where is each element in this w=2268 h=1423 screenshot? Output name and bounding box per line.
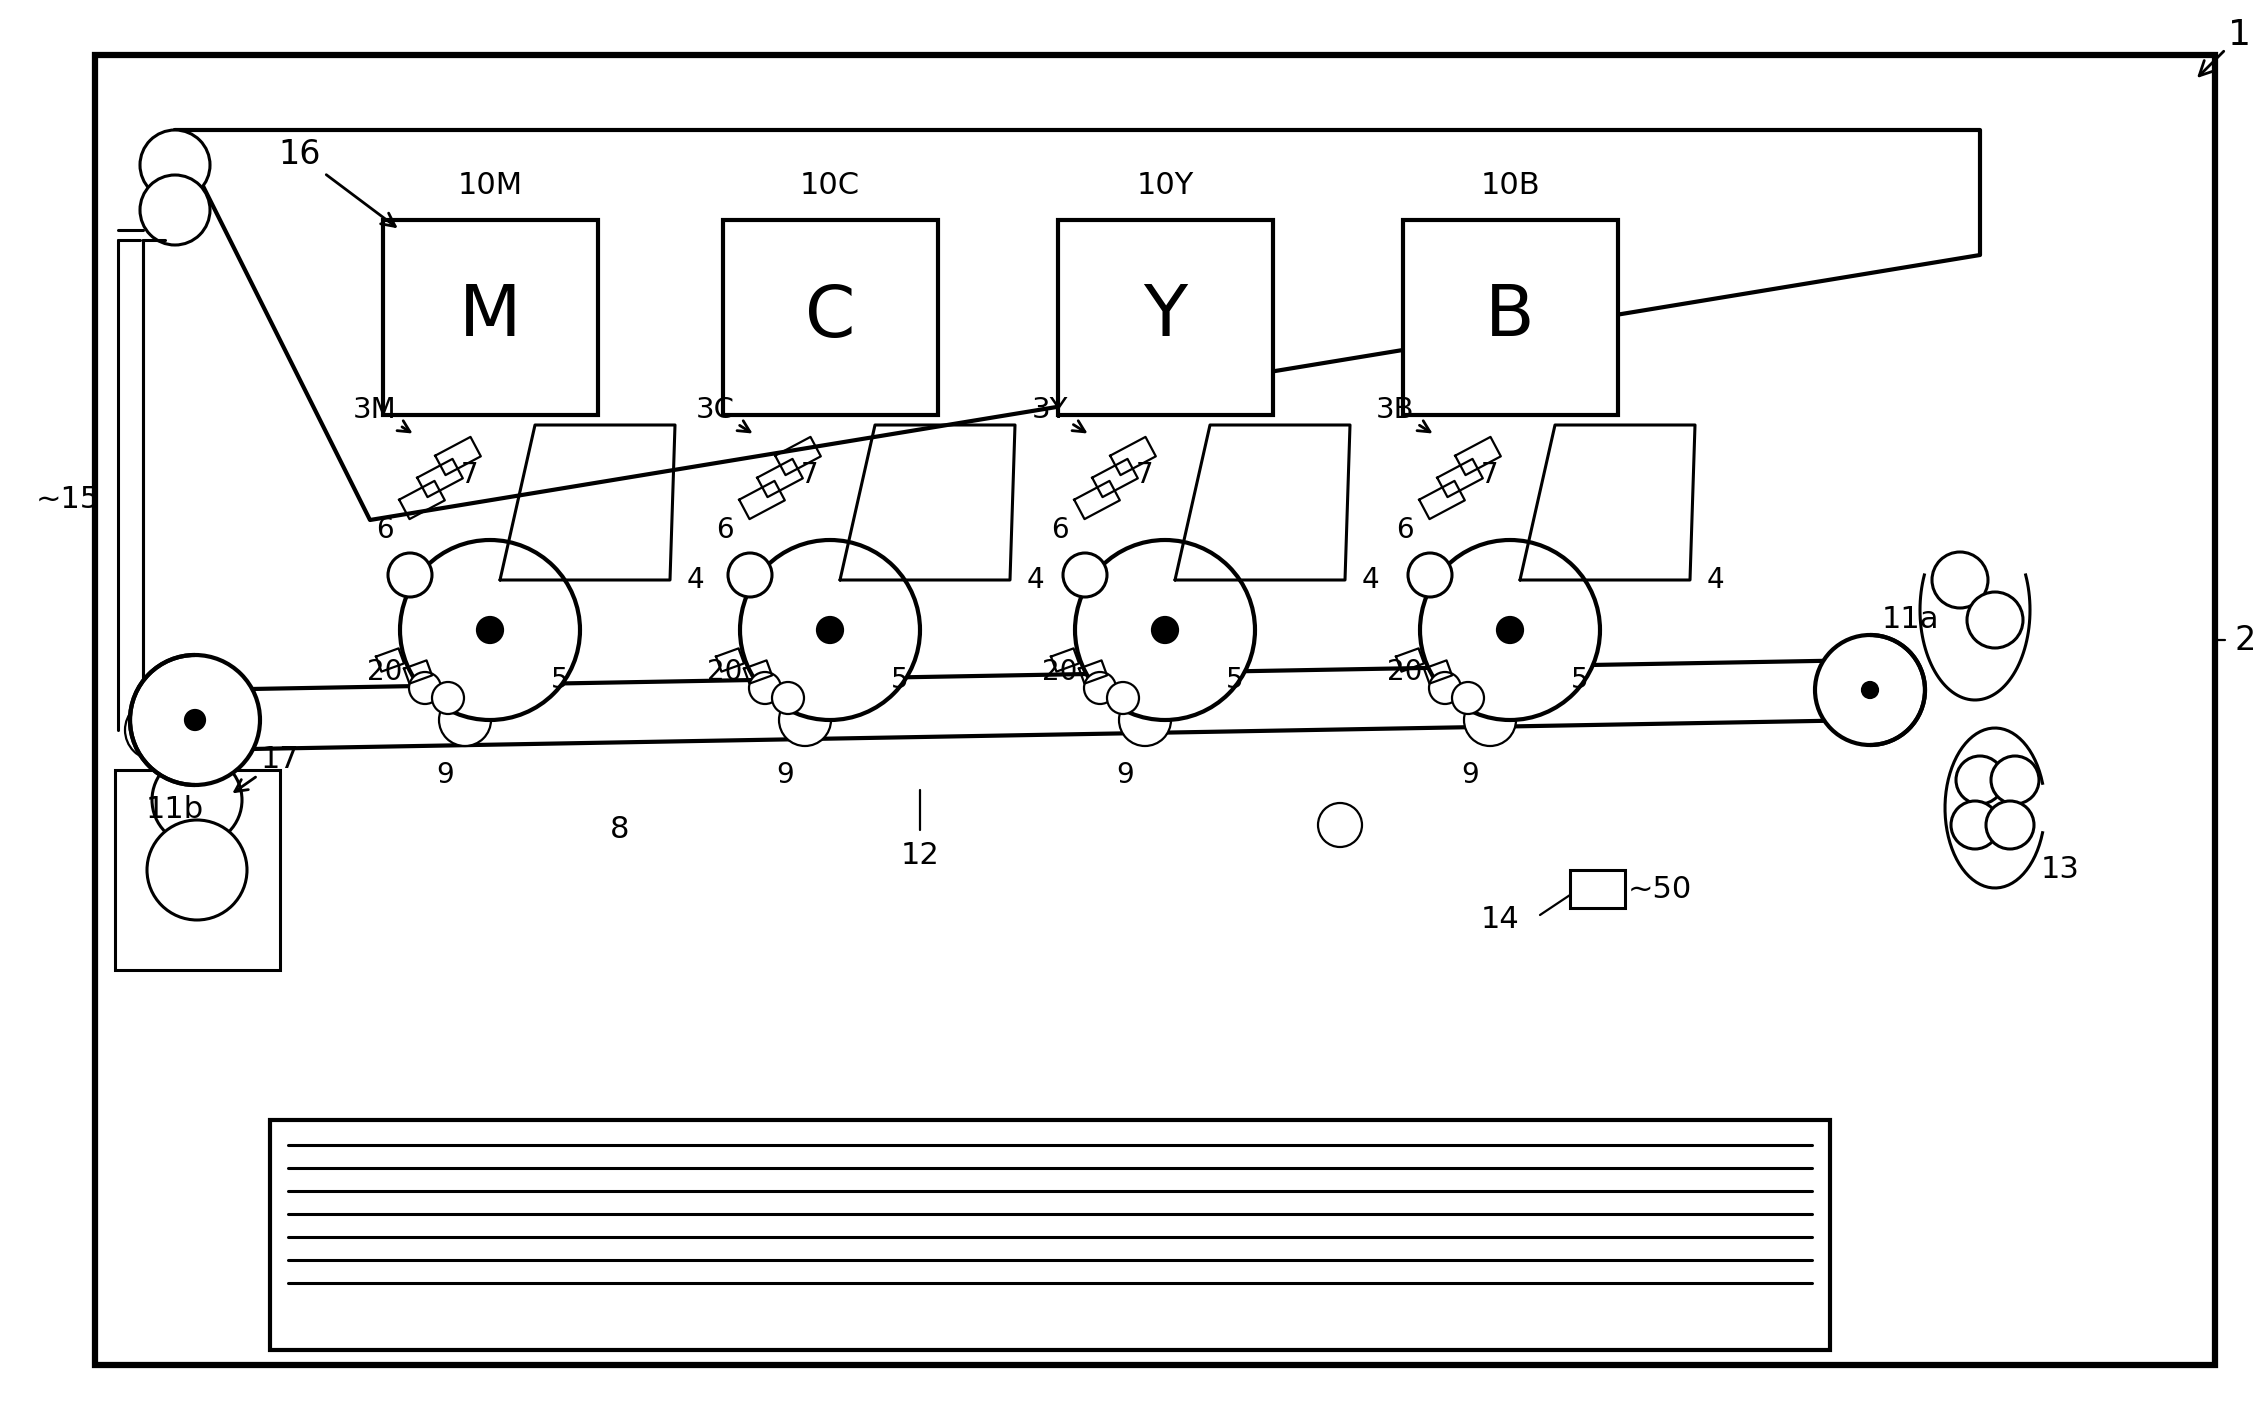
Circle shape [1452,682,1483,714]
Circle shape [147,820,247,921]
Circle shape [1955,756,2005,804]
Text: 8: 8 [610,815,631,844]
Circle shape [1064,554,1107,598]
Circle shape [440,694,490,746]
Text: 7: 7 [1136,461,1154,490]
Text: 1: 1 [2200,18,2252,75]
Bar [116,770,279,970]
Bar [1404,221,1617,416]
Text: 20: 20 [708,657,742,686]
Circle shape [1950,801,1998,850]
Text: 9: 9 [1116,761,1134,788]
Circle shape [728,554,771,598]
Text: 10B: 10B [1481,171,1540,199]
Circle shape [186,710,204,730]
Bar [723,221,939,416]
Text: 11a: 11a [1880,606,1939,635]
Circle shape [408,672,440,704]
Text: 20: 20 [1388,657,1422,686]
Circle shape [1991,756,2039,804]
Circle shape [1408,554,1452,598]
Text: 6: 6 [1397,517,1413,544]
Text: 5: 5 [551,666,569,694]
Text: B: B [1486,283,1535,351]
Text: 5: 5 [891,666,909,694]
Text: 5: 5 [1227,666,1243,694]
Circle shape [771,682,803,714]
Text: C: C [805,283,855,351]
Circle shape [816,618,844,643]
Text: 4: 4 [1361,566,1379,593]
Circle shape [388,554,431,598]
Text: 4: 4 [1025,566,1043,593]
Text: 6: 6 [717,517,735,544]
Text: 7: 7 [460,461,479,490]
Text: 4: 4 [1706,566,1724,593]
Circle shape [141,129,211,201]
Text: ~15: ~15 [36,485,100,515]
Circle shape [129,655,261,785]
Circle shape [431,682,465,714]
Bar [1569,869,1624,908]
Circle shape [476,618,503,643]
Circle shape [1966,592,2023,647]
Text: ~50: ~50 [1628,875,1692,904]
Circle shape [1987,801,2034,850]
Text: 11b: 11b [145,795,204,824]
Circle shape [125,700,186,760]
Text: 16: 16 [279,138,395,226]
Text: Y: Y [1143,283,1186,351]
Circle shape [778,694,830,746]
Bar [270,1120,1830,1350]
Circle shape [1084,672,1116,704]
Text: 3M: 3M [354,396,411,433]
Bar [383,221,599,416]
Text: 10Y: 10Y [1136,171,1193,199]
Circle shape [154,700,215,760]
Text: 6: 6 [376,517,395,544]
Text: 7: 7 [801,461,819,490]
Circle shape [748,672,780,704]
Text: 10M: 10M [458,171,522,199]
Circle shape [399,539,581,720]
Circle shape [1318,803,1363,847]
Circle shape [1152,618,1177,643]
Circle shape [1420,539,1599,720]
Circle shape [1107,682,1139,714]
Circle shape [1932,552,1989,608]
Text: 20: 20 [367,657,404,686]
Circle shape [1814,635,1926,746]
Text: 14: 14 [1481,905,1520,935]
Text: 20: 20 [1043,657,1077,686]
Circle shape [1465,694,1515,746]
Text: 3Y: 3Y [1032,396,1084,433]
Text: 2: 2 [2234,623,2257,656]
Circle shape [1497,618,1524,643]
Text: 3C: 3C [696,396,751,433]
Bar [1057,221,1272,416]
Text: 13: 13 [2041,855,2080,885]
Text: 4: 4 [687,566,703,593]
Text: 3B: 3B [1377,396,1431,431]
Text: 7: 7 [1481,461,1499,490]
Circle shape [1862,682,1878,699]
Text: 17: 17 [236,746,299,791]
Text: 12: 12 [900,841,939,869]
Circle shape [152,756,243,845]
Text: 5: 5 [1572,666,1590,694]
Circle shape [1429,672,1461,704]
Circle shape [1075,539,1254,720]
Circle shape [1118,694,1170,746]
Text: 9: 9 [435,761,454,788]
Circle shape [739,539,921,720]
Text: 9: 9 [1461,761,1479,788]
Text: M: M [458,283,522,351]
Circle shape [141,175,211,245]
Text: 6: 6 [1050,517,1068,544]
Text: 10C: 10C [801,171,860,199]
Text: 9: 9 [776,761,794,788]
